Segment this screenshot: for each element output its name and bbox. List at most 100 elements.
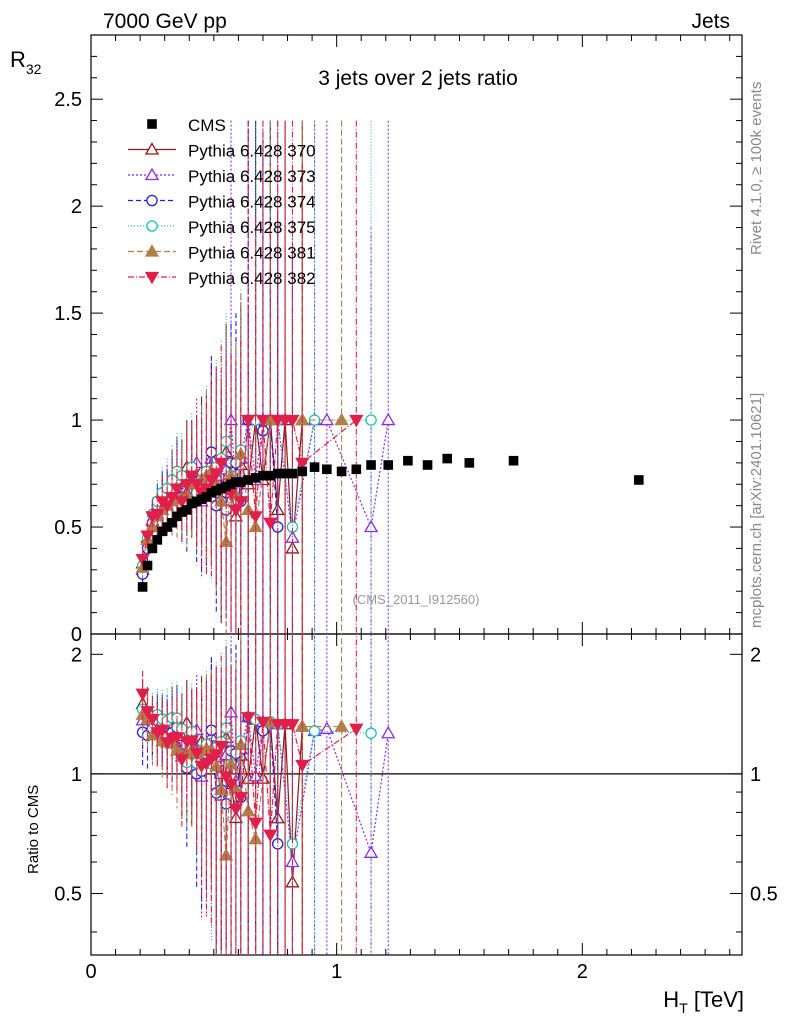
series-6-point <box>248 511 263 524</box>
series-6-ratio-point <box>349 723 364 737</box>
cms-data-point <box>322 464 332 475</box>
series-6-point <box>285 414 300 428</box>
cms-data-point <box>265 470 276 481</box>
x-axis-label: HT [TeV] <box>663 987 744 1016</box>
cms-data-point <box>177 507 187 517</box>
series-6-ratio-point <box>228 803 244 817</box>
series-6-point <box>209 468 224 481</box>
y-tick-label: 1 <box>71 410 82 432</box>
cms-data-point <box>383 460 394 470</box>
series-6-ratio-point <box>145 713 160 727</box>
series-6-point <box>174 496 190 509</box>
ratio-y-tick-label-right: 0.5 <box>750 883 778 905</box>
series-6-ratio-point <box>218 771 234 784</box>
series-6-point <box>214 457 229 471</box>
legend-entry-series-4: Pythia 6.428 375 <box>128 218 316 237</box>
ratio-y-tick-label-right: 2 <box>750 644 761 666</box>
header-process-label: Jets <box>691 10 730 33</box>
series-6-ratio-point <box>155 724 170 738</box>
ratio-y-tick-label-left: 1 <box>71 764 82 786</box>
cms-data-point <box>231 477 241 487</box>
cms-data-point <box>137 582 148 592</box>
series-6-point <box>169 483 185 496</box>
series-2-ratio-point <box>381 725 396 739</box>
cms-data-point <box>211 485 222 496</box>
series-6-ratio-point <box>135 688 150 702</box>
plot-title: 3 jets over 2 jets ratio <box>318 67 518 90</box>
analysis-id-label: (CMS_2011_I912560) <box>353 592 480 607</box>
y-tick-label: 2 <box>71 196 82 218</box>
legend: CMS Pythia 6.428 370 Pythia 6.428 373 Pythi… <box>128 116 316 288</box>
ratio-y-tick-label-left: 2 <box>71 644 82 666</box>
cms-data-point <box>309 462 320 472</box>
series-6-point <box>160 500 175 513</box>
series-2-point <box>381 412 396 426</box>
ratio-y-tick-label-right: 1 <box>750 764 761 786</box>
cms-data-point <box>634 475 644 485</box>
series-5-ratio-point <box>334 719 349 732</box>
series-6-ratio-point <box>285 719 300 732</box>
series-6-point <box>140 530 155 543</box>
y-tick-label: 2.5 <box>54 89 82 111</box>
cms-data-point <box>351 464 362 475</box>
series-4-ratio-point <box>308 725 321 737</box>
cms-data-point <box>191 496 202 507</box>
series-6-ratio-point <box>295 759 310 773</box>
series-6-point <box>184 470 199 484</box>
series-6-point <box>164 491 180 505</box>
cms-data-point <box>206 488 217 498</box>
ratio-y-tick-label-left: 0.5 <box>54 883 82 905</box>
y-tick-label: 0 <box>71 624 82 646</box>
rivet-version-label: Rivet 4.1.0, ≥ 100k events <box>748 82 765 255</box>
series-6-point <box>179 479 194 492</box>
cms-data-point <box>243 475 254 485</box>
series-6-ratio-point <box>174 754 190 767</box>
cms-data-point <box>152 535 163 545</box>
cms-data-point <box>182 505 192 515</box>
series-6-ratio-point <box>189 747 204 761</box>
legend-marker <box>144 167 160 181</box>
series-6-point <box>349 414 364 428</box>
y-tick-label: 1.5 <box>54 303 82 325</box>
legend-label: Pythia 6.428 381 <box>188 244 316 263</box>
y-tick-label: 0.5 <box>54 517 82 539</box>
cms-data-point <box>226 479 236 490</box>
series-6-point <box>233 496 248 509</box>
series-6-ratio-point <box>263 829 278 843</box>
main-plot-series <box>135 120 644 634</box>
series-6-ratio-point <box>248 817 263 831</box>
legend-marker <box>144 271 160 285</box>
cms-data-point <box>422 460 433 470</box>
axis-ticks: 0 1 200.511.522.50.5 0.51 12 2 <box>54 35 778 983</box>
cms-data-point <box>258 470 268 481</box>
series-6-point <box>135 553 150 567</box>
series-6-point <box>204 474 219 488</box>
legend-entry-series-1: Pythia 6.428 370 <box>128 142 316 161</box>
cms-data-point <box>508 455 519 466</box>
cms-data-point <box>366 460 376 470</box>
series-6-ratio-point <box>233 792 248 805</box>
cms-data-point <box>142 560 153 571</box>
legend-marker <box>146 194 158 207</box>
cms-data-point <box>216 483 226 494</box>
cms-data-point <box>167 517 177 528</box>
series-6-ratio-point <box>255 716 271 730</box>
series-6-ratio-point <box>223 778 239 792</box>
series-2-point <box>319 412 334 426</box>
cms-data-point <box>272 468 283 479</box>
cms-data-point <box>162 522 172 532</box>
legend-entry-series-3: Pythia 6.428 374 <box>128 193 316 212</box>
cms-data-point <box>287 468 298 479</box>
x-tick-label: 1 <box>331 961 342 983</box>
cms-data-point <box>297 466 308 477</box>
series-4-point <box>365 414 377 426</box>
series-6-ratio-point <box>214 740 229 754</box>
legend-cms-marker <box>147 119 157 129</box>
series-6-point <box>295 457 310 471</box>
cms-data-point <box>336 466 347 477</box>
ratio-plot-series <box>135 634 396 955</box>
y-axis-label: R32 <box>10 47 42 77</box>
series-6-ratio-point <box>241 712 256 725</box>
x-tick-label: 0 <box>85 961 96 983</box>
